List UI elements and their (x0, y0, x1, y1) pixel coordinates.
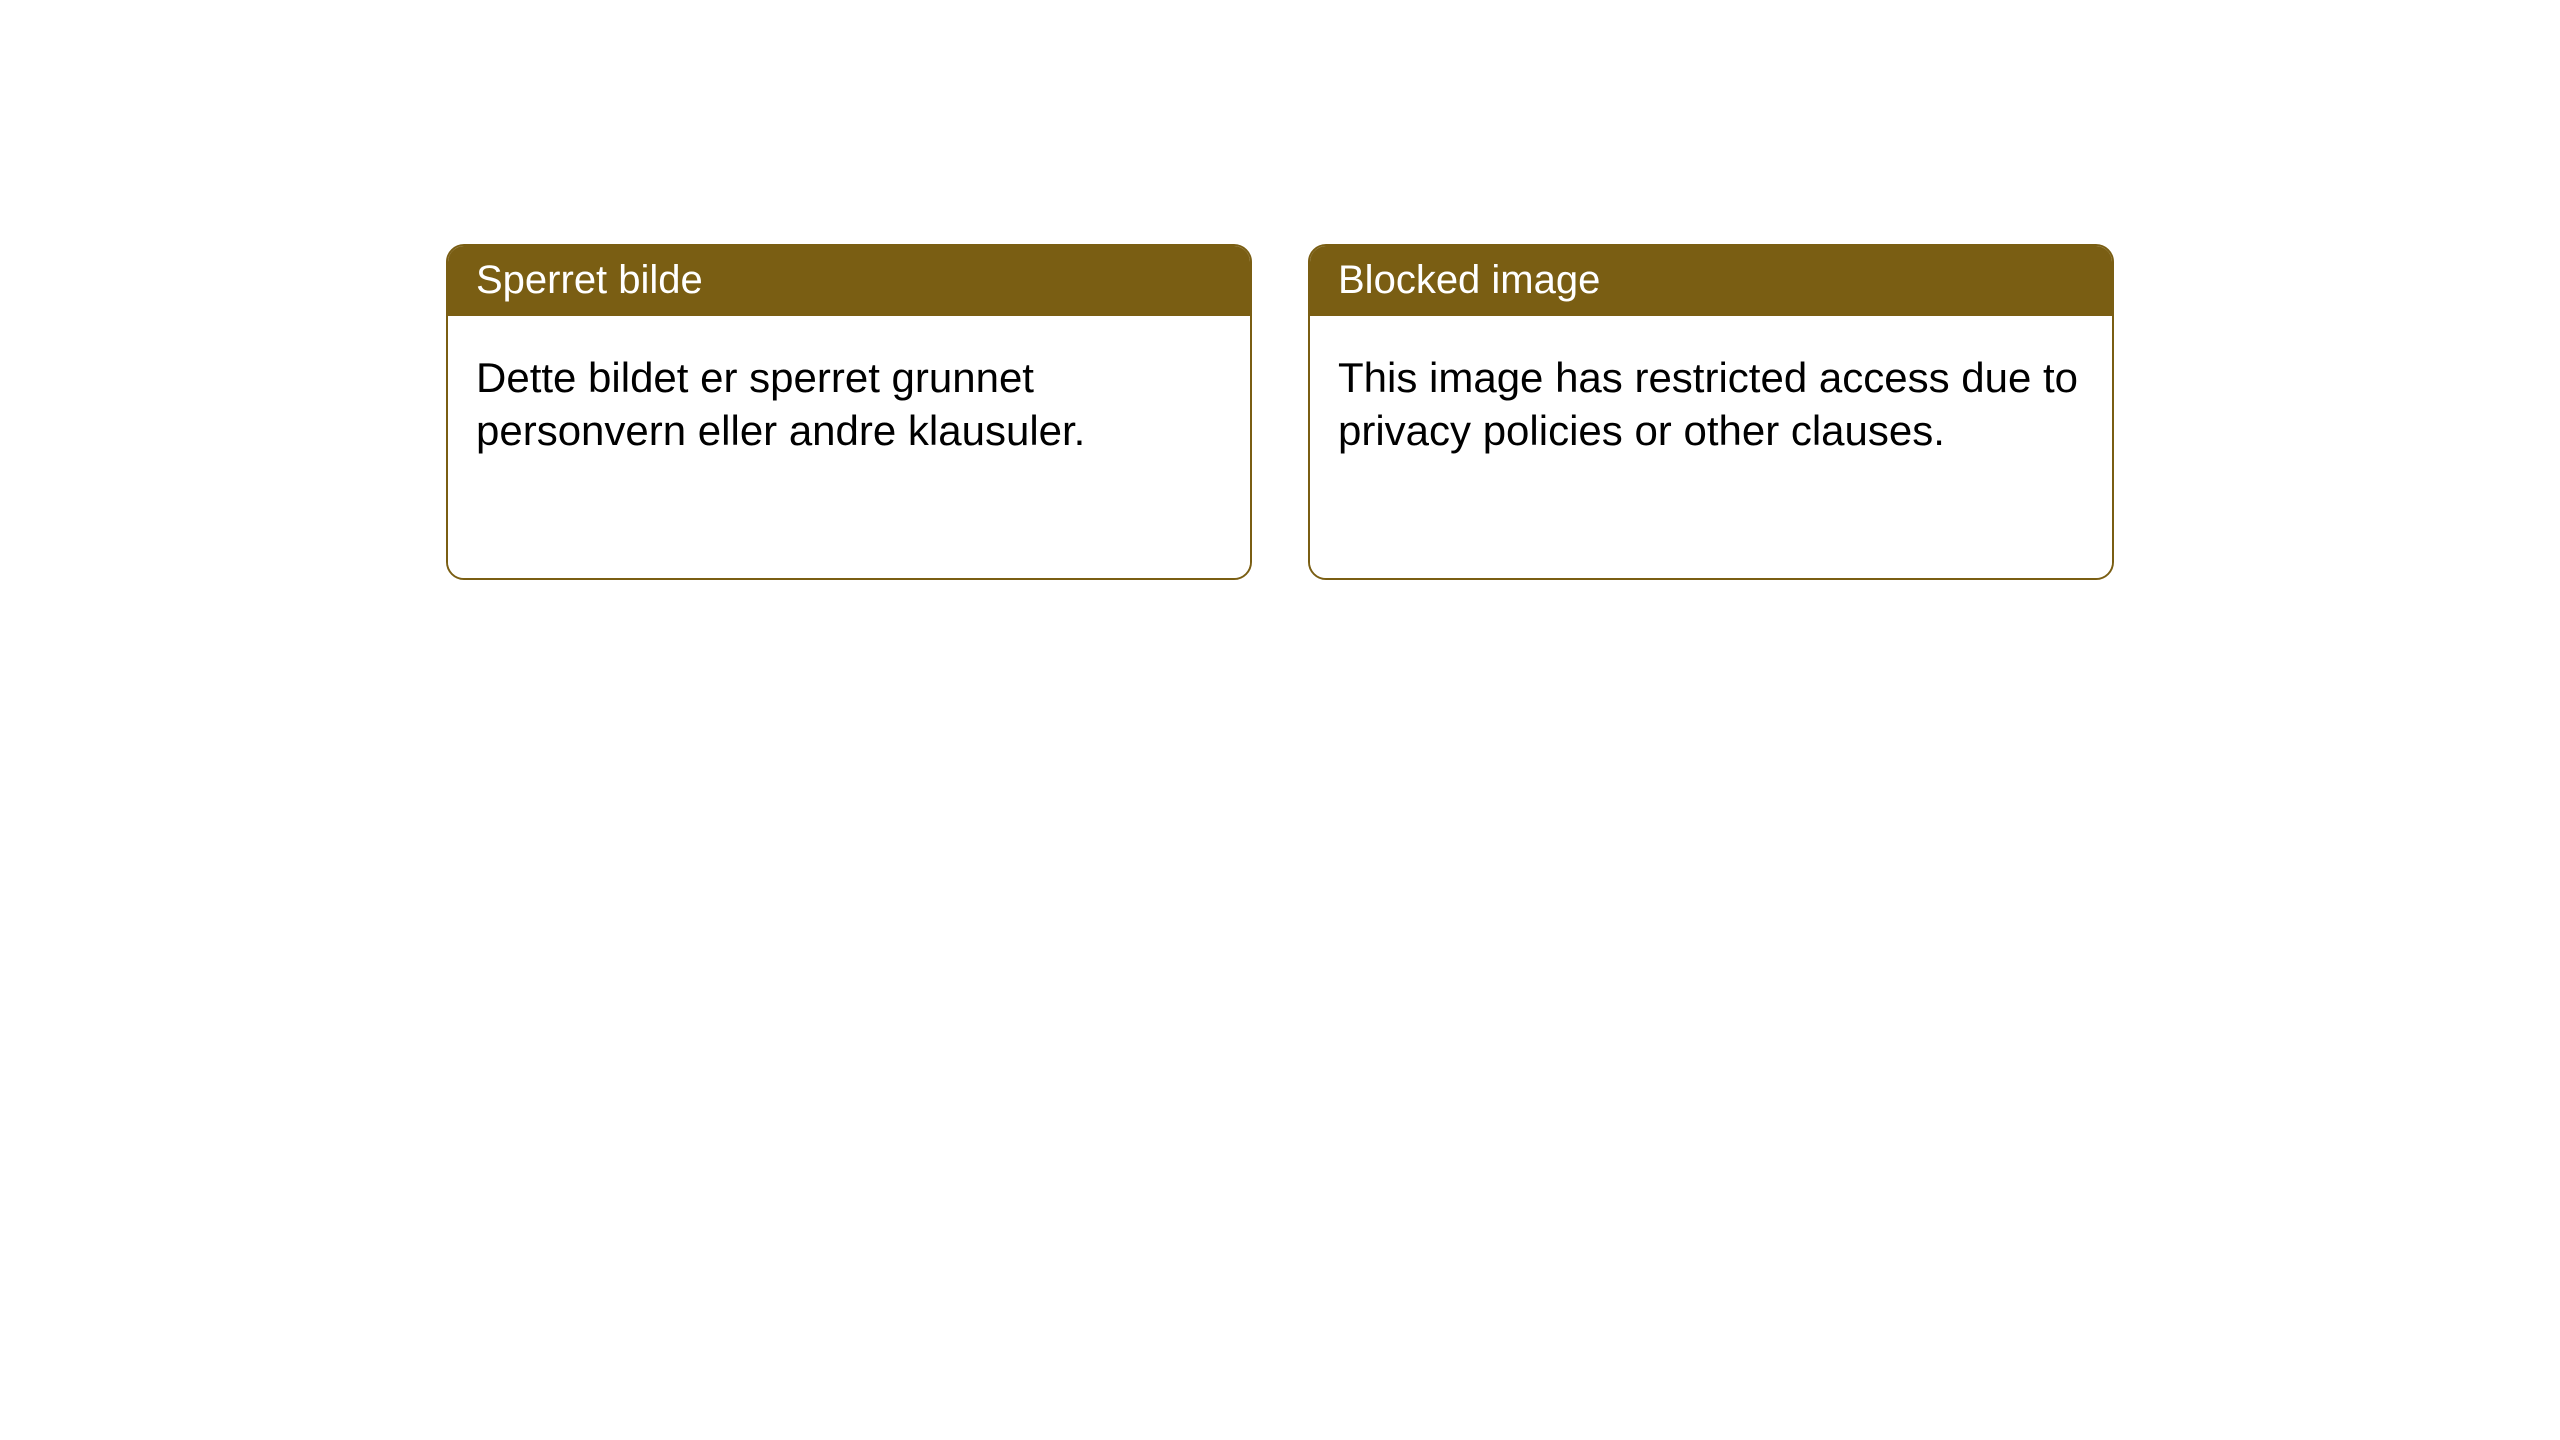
card-title-english: Blocked image (1310, 246, 2112, 316)
card-body-english: This image has restricted access due to … (1310, 316, 2112, 578)
blocked-image-card-norwegian: Sperret bilde Dette bildet er sperret gr… (446, 244, 1252, 580)
blocked-image-card-english: Blocked image This image has restricted … (1308, 244, 2114, 580)
card-title-norwegian: Sperret bilde (448, 246, 1250, 316)
notice-container: Sperret bilde Dette bildet er sperret gr… (0, 0, 2560, 580)
card-body-norwegian: Dette bildet er sperret grunnet personve… (448, 316, 1250, 578)
